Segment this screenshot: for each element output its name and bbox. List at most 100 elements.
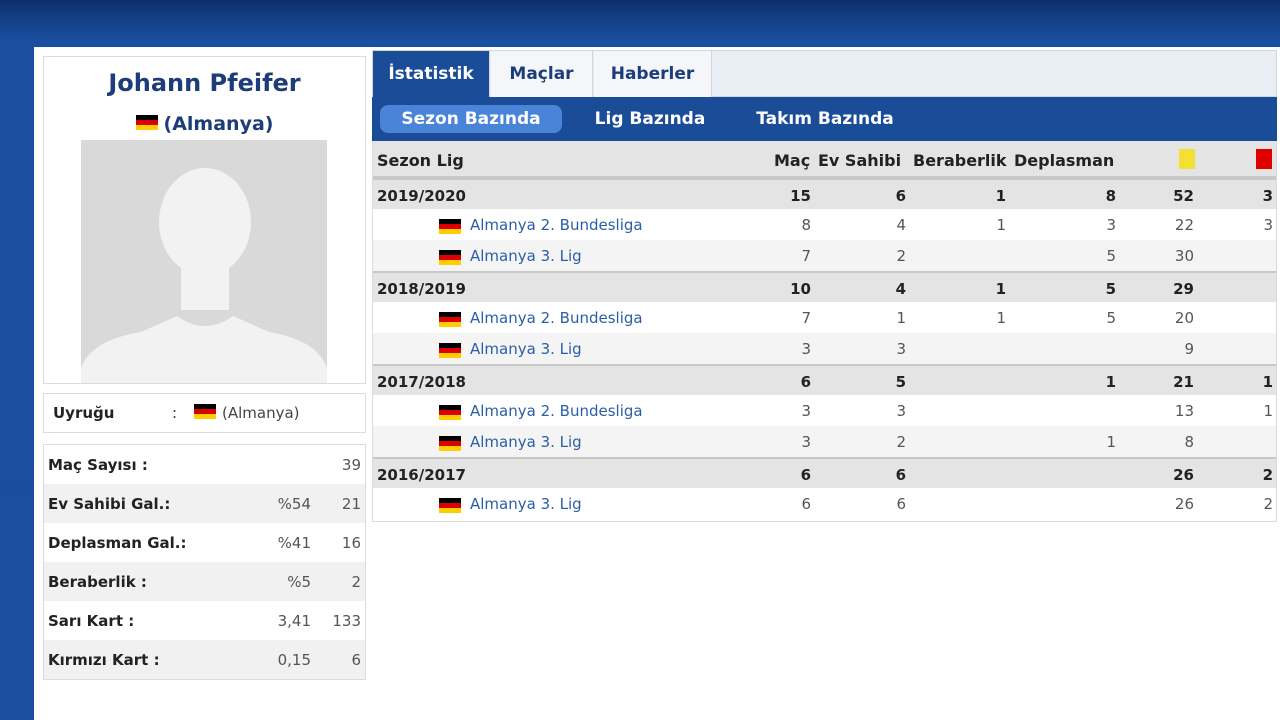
- avatar: [81, 140, 327, 383]
- league-row[interactable]: Almanya 2. Bundesliga 8 4 1 3 22 3: [373, 209, 1276, 240]
- league-mac: 8: [801, 216, 811, 234]
- league-row[interactable]: Almanya 3. Lig 7 2 5 30: [373, 240, 1276, 271]
- league-mac: 3: [801, 340, 811, 358]
- tab-haberler[interactable]: Haberler: [594, 51, 712, 97]
- season-row: 2016/2017 6 6 26 2: [373, 457, 1276, 488]
- subtab-takim[interactable]: Takım Bazında: [756, 109, 894, 129]
- league-dep: 3: [1106, 216, 1116, 234]
- nationality-label: Uyruğu: [53, 404, 115, 422]
- league-red: 3: [1263, 216, 1273, 234]
- league-name[interactable]: Almanya 2. Bundesliga: [470, 402, 643, 420]
- stat-pct: %5: [287, 573, 311, 591]
- stat-pct: 3,41: [277, 612, 311, 630]
- season-red: 2: [1262, 466, 1273, 484]
- league-name[interactable]: Almanya 3. Lig: [470, 340, 582, 358]
- sub-tabs: Sezon Bazında Lig Bazında Takım Bazında: [372, 97, 1277, 141]
- subtab-lig[interactable]: Lig Bazında: [594, 109, 706, 129]
- league-mac: 3: [801, 433, 811, 451]
- season-ev: 4: [895, 280, 906, 298]
- league-yel: 9: [1184, 340, 1194, 358]
- league-name[interactable]: Almanya 3. Lig: [470, 495, 582, 513]
- league-red: 2: [1263, 495, 1273, 513]
- stat-row: Kırmızı Kart : 0,15 6: [44, 640, 365, 679]
- season-dep: 1: [1105, 373, 1116, 391]
- stat-value: 21: [341, 495, 361, 513]
- league-name[interactable]: Almanya 2. Bundesliga: [470, 309, 643, 327]
- league-name[interactable]: Almanya 2. Bundesliga: [470, 216, 643, 234]
- avatar-silhouette-icon: [81, 140, 327, 383]
- season-mac: 10: [790, 280, 811, 298]
- season-label: 2019/2020: [377, 187, 466, 205]
- league-name[interactable]: Almanya 3. Lig: [470, 433, 582, 451]
- stat-row: Sarı Kart : 3,41 133: [44, 601, 365, 640]
- league-row[interactable]: Almanya 3. Lig 6 6 26 2: [373, 488, 1276, 519]
- season-yel: 21: [1173, 373, 1194, 391]
- season-label: 2017/2018: [377, 373, 466, 391]
- league-ev: 1: [896, 309, 906, 327]
- season-yel: 29: [1173, 280, 1194, 298]
- league-yel: 22: [1174, 216, 1194, 234]
- stat-row: Deplasman Gal.: %41 16: [44, 523, 365, 562]
- league-ev: 3: [896, 402, 906, 420]
- season-ev: 5: [895, 373, 906, 391]
- stat-label: Beraberlik :: [48, 573, 147, 591]
- season-yel: 52: [1173, 187, 1194, 205]
- league-ber: 1: [996, 216, 1006, 234]
- header-ber: Beraberlik: [913, 151, 1007, 170]
- league-row[interactable]: Almanya 2. Bundesliga 3 3 13 1: [373, 395, 1276, 426]
- header-season-league: Sezon Lig: [377, 151, 464, 170]
- stat-label: Sarı Kart :: [48, 612, 135, 630]
- germany-flag-icon: [194, 404, 216, 419]
- subtab-sezon[interactable]: Sezon Bazında: [380, 105, 562, 133]
- yellow-card-icon: [1179, 149, 1195, 169]
- season-mac: 6: [800, 373, 811, 391]
- league-dep: 1: [1106, 433, 1116, 451]
- nationality-colon: :: [172, 404, 178, 422]
- tab-maclar[interactable]: Maçlar: [491, 51, 593, 97]
- table-body: 2019/2020 15 6 1 8 52 3 Almanya 2. Bundesliga 8 4…: [373, 178, 1276, 519]
- league-dep: 5: [1106, 247, 1116, 265]
- season-label: 2018/2019: [377, 280, 466, 298]
- league-row[interactable]: Almanya 3. Lig 3 2 1 8: [373, 426, 1276, 457]
- stat-label: Deplasman Gal.:: [48, 534, 187, 552]
- league-ber: 1: [996, 309, 1006, 327]
- season-row: 2019/2020 15 6 1 8 52 3: [373, 178, 1276, 209]
- stat-row: Beraberlik : %5 2: [44, 562, 365, 601]
- stat-label: Maç Sayısı :: [48, 456, 148, 474]
- season-mac: 15: [790, 187, 811, 205]
- germany-flag-icon: [135, 115, 158, 130]
- season-ev: 6: [895, 187, 906, 205]
- main-tabs: İstatistik Maçlar Haberler: [372, 50, 1277, 97]
- league-row[interactable]: Almanya 2. Bundesliga 7 1 1 5 20: [373, 302, 1276, 333]
- season-yel: 26: [1173, 466, 1194, 484]
- season-label: 2016/2017: [377, 466, 466, 484]
- league-mac: 7: [801, 309, 811, 327]
- stat-value: 6: [351, 651, 361, 669]
- season-red: 3: [1262, 187, 1273, 205]
- season-row: 2017/2018 6 5 1 21 1: [373, 364, 1276, 395]
- header-ev: Ev Sahibi: [818, 151, 902, 170]
- season-ber: 1: [995, 187, 1006, 205]
- league-mac: 6: [801, 495, 811, 513]
- tab-istatistik[interactable]: İstatistik: [373, 51, 490, 97]
- season-mac: 6: [800, 466, 811, 484]
- league-ev: 2: [896, 247, 906, 265]
- header-dep: Deplasman: [1014, 151, 1115, 170]
- league-name[interactable]: Almanya 3. Lig: [470, 247, 582, 265]
- league-yel: 30: [1174, 247, 1194, 265]
- league-dep: 5: [1106, 309, 1116, 327]
- season-row: 2018/2019 10 4 1 5 29: [373, 271, 1276, 302]
- nationality-value-text: (Almanya): [222, 404, 300, 422]
- profile-card: Johann Pfeifer (Almanya): [43, 56, 366, 384]
- nationality-value: (Almanya): [194, 404, 300, 422]
- player-nation-text: (Almanya): [163, 113, 274, 135]
- stat-pct: 0,15: [277, 651, 311, 669]
- season-stats-table: Sezon Lig Maç Ev Sahibi Beraberlik Depla…: [372, 141, 1277, 522]
- season-dep: 8: [1105, 187, 1116, 205]
- stat-value: 39: [341, 456, 361, 474]
- stat-label: Ev Sahibi Gal.:: [48, 495, 171, 513]
- league-yel: 8: [1184, 433, 1194, 451]
- league-row[interactable]: Almanya 3. Lig 3 3 9: [373, 333, 1276, 364]
- table-header: Sezon Lig Maç Ev Sahibi Beraberlik Depla…: [373, 141, 1276, 178]
- league-red: 1: [1263, 402, 1273, 420]
